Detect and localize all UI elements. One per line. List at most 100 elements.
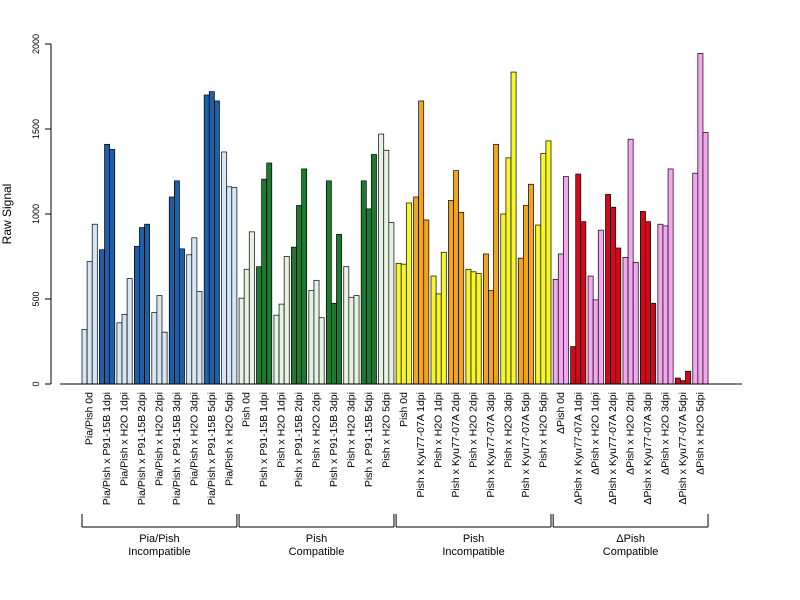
bar [552, 279, 559, 385]
bar [318, 317, 325, 385]
bar [453, 170, 459, 385]
bar [291, 246, 297, 385]
y-tick-label: 500 [31, 291, 41, 306]
bar [440, 251, 447, 385]
x-tick-label: Pish x H2O 5dpi [380, 392, 392, 468]
bar [405, 202, 412, 385]
bar [575, 173, 582, 385]
bar [470, 271, 477, 385]
bar [592, 299, 599, 385]
bar [418, 100, 425, 385]
bar [465, 268, 472, 385]
bar [640, 211, 646, 385]
bar [313, 279, 320, 385]
x-tick-label: Pish x H2O 1dpi [276, 392, 288, 468]
bar [353, 295, 360, 385]
x-tick-labels: Pia/Pish 0d Pia/Pish x P91-15B 1dpi Pia/Pi… [84, 392, 707, 505]
bar [221, 151, 228, 385]
x-tick-label: Pish x Kyu77-07A 5dpi [520, 392, 532, 498]
x-tick-label: Pish x H2O 1dpi [433, 392, 445, 468]
bar [522, 205, 529, 385]
bar [605, 194, 611, 385]
bar [622, 257, 629, 385]
bar [702, 132, 709, 385]
bar [134, 245, 140, 385]
x-tick-label: Pish x H2O 3dpi [502, 392, 514, 468]
group-label-line1: ΔPish [616, 533, 645, 545]
x-tick-label: Pish 0d [398, 392, 410, 427]
x-tick-label: Pish x H2O 5dpi [537, 392, 549, 468]
bar [475, 273, 482, 385]
bar [517, 257, 524, 385]
bar [308, 290, 315, 385]
bars [81, 52, 709, 385]
bar [336, 234, 342, 385]
bar [650, 302, 657, 385]
x-tick-label: Pia/Pish x H2O 2dpi [153, 392, 165, 486]
bar [505, 157, 512, 385]
x-tick-label: Pish x H2O 2dpi [311, 392, 323, 468]
bar [697, 52, 704, 385]
x-tick-label: Pia/Pish x H2O 3dpi [188, 392, 200, 486]
bar [126, 278, 133, 385]
bar [151, 312, 158, 385]
bar [458, 211, 465, 385]
group-label-line2: Compatible [603, 546, 659, 558]
bar [168, 196, 175, 385]
bar [448, 200, 454, 385]
x-tick-label: ΔPish x Kyu77-07A 5dpi [677, 392, 689, 505]
y-tick-label: 1500 [31, 119, 41, 139]
bar [116, 322, 123, 385]
x-tick-label: Pia/Pish 0d [84, 392, 96, 445]
x-tick-label: ΔPish x Kyu77-07A 2dpi [607, 392, 619, 505]
x-tick-label: Pish x P91-15B 5dpi [363, 392, 375, 487]
bar [191, 237, 198, 385]
y-tick-label: 0 [31, 381, 41, 386]
bar [278, 303, 285, 385]
bar [231, 187, 238, 385]
x-tick-label: ΔPish x H2O 3dpi [660, 392, 672, 475]
x-tick-label: ΔPish x H2O 1dpi [590, 392, 602, 475]
bar [208, 91, 215, 385]
x-tick-label: ΔPish x H2O 2dpi [625, 392, 637, 475]
bar [413, 196, 419, 385]
bar [528, 183, 534, 385]
bar [510, 71, 517, 385]
x-tick-label: ΔPish x Kyu77-07A 1dpi [572, 392, 584, 505]
x-tick-label: Pia/Pish x P91-15B 3dpi [171, 392, 183, 505]
group-label-line2: Compatible [289, 546, 345, 558]
x-tick-label: Pish x H2O 2dpi [468, 392, 480, 468]
bar [144, 223, 151, 385]
bar [266, 162, 273, 385]
bar [238, 297, 245, 385]
bar [214, 100, 220, 385]
bar [301, 168, 308, 385]
group-brackets: Pia/PishIncompatiblePishCompatiblePishIn… [81, 514, 709, 558]
bar [610, 206, 617, 385]
bar [423, 219, 430, 385]
bar [500, 213, 507, 385]
bar [535, 224, 542, 385]
x-tick-label: Pia/Pish x H2O 5dpi [223, 392, 235, 486]
bar [597, 229, 604, 385]
bar [493, 143, 499, 385]
bar [692, 172, 699, 385]
x-tick-label: Pia/Pish x P91-15B 5dpi [206, 392, 218, 505]
bar [174, 180, 180, 385]
y-axis: 0 500 1000 1500 2000 [31, 34, 52, 387]
x-tick-label: Pish x P91-15B 3dpi [328, 392, 340, 487]
group-label-line1: Pia/Pish [139, 533, 179, 545]
x-tick-label: ΔPish 0d [555, 392, 567, 434]
bar [615, 247, 622, 385]
bar [430, 275, 437, 385]
bar [243, 268, 250, 385]
bar [139, 227, 145, 385]
x-tick-label: Pia/Pish x P91-15B 1dpi [101, 392, 113, 505]
bar [226, 186, 233, 385]
bar [680, 380, 686, 385]
y-tick-label: 2000 [31, 34, 41, 54]
x-tick-label: Pish x P91-15B 2dpi [293, 392, 305, 487]
bar [156, 295, 163, 385]
bar [371, 154, 377, 385]
